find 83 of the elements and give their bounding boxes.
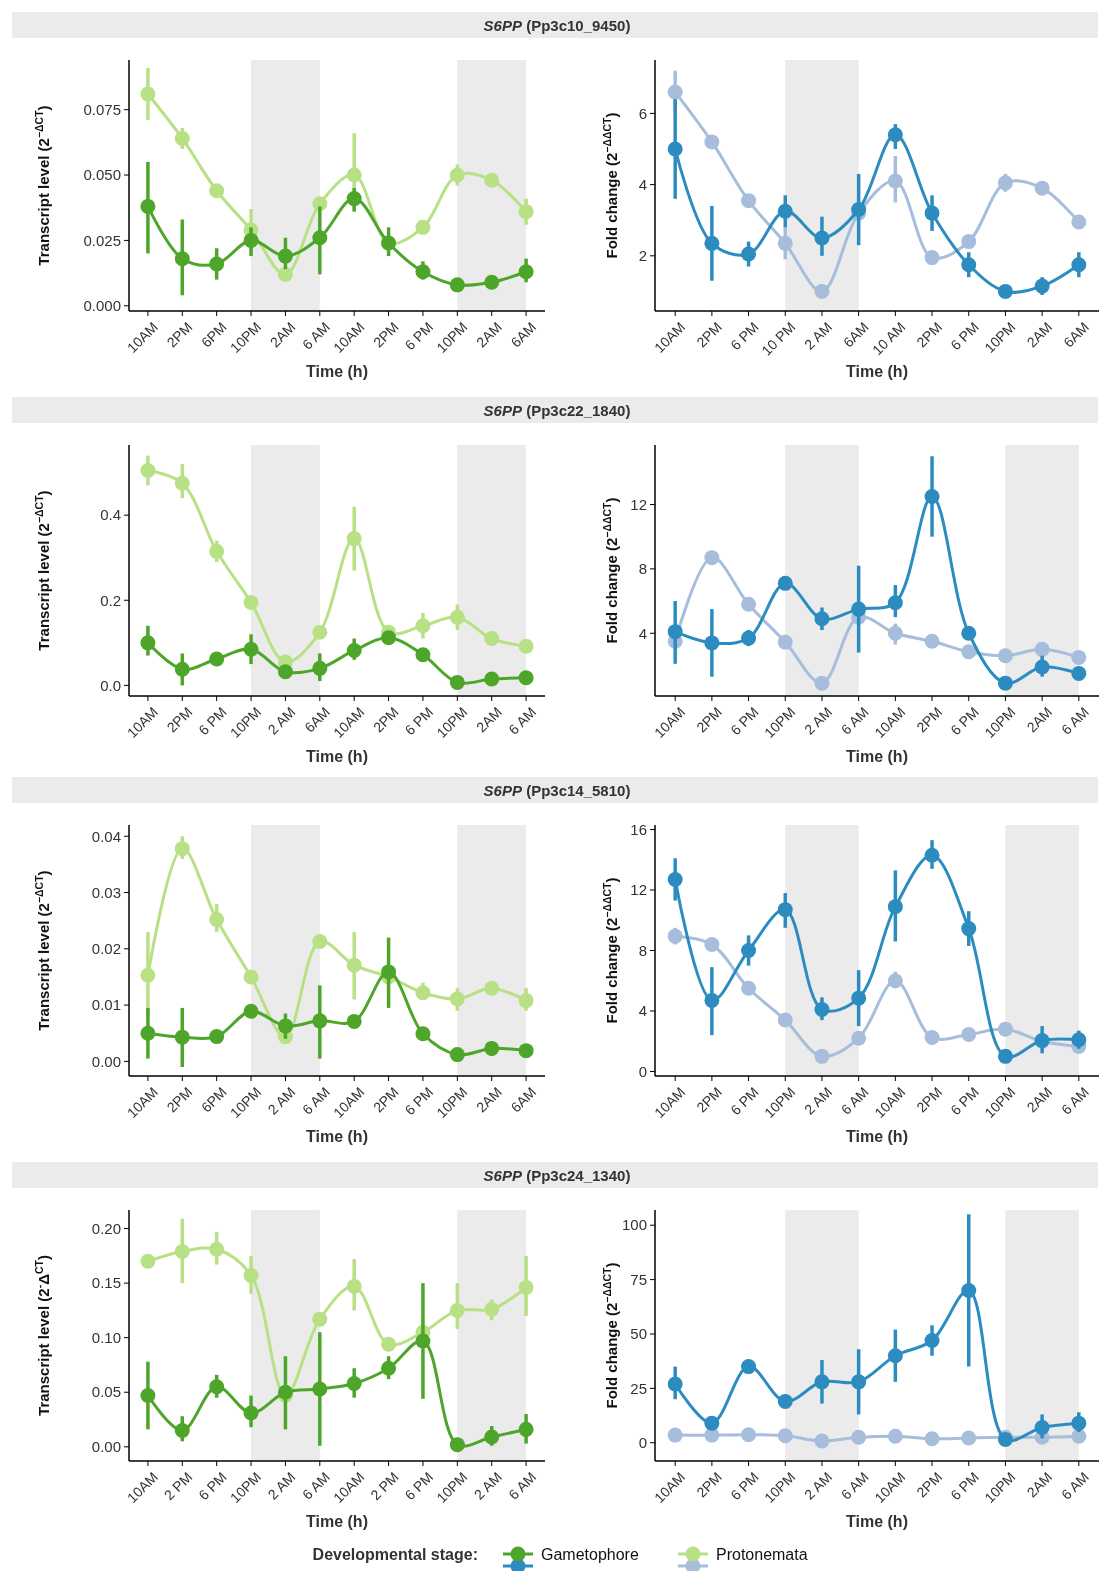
x-tick-label: 2 PM [367,1468,402,1504]
y-tick-label: 2 [638,247,647,265]
y-tick-label: 4 [638,624,647,642]
x-tick-label: 2 AM [264,1083,299,1118]
y-tick-label: 16 [630,820,647,838]
chart-title: S6PP (Pp3c24_1340) [483,1167,631,1184]
y-tick-label: 50 [630,1325,647,1343]
y-tick-label: 0 [638,1062,647,1080]
y-tick-label: 0 [638,1433,647,1451]
x-tick-label: 6 PM [727,703,762,739]
x-axis-title: Time (h) [846,748,908,765]
y-tick-label: 0.15 [91,1274,121,1292]
y-tick-label: 0.01 [91,996,121,1014]
x-axis-title: Time (h) [846,363,908,380]
x-axis-title: Time (h) [846,1513,908,1530]
x-tick-label: 6 PM [947,1083,982,1119]
x-axis-title: Time (h) [846,1128,908,1145]
x-tick-label: 6 PM [401,1083,436,1119]
x-tick-label: 6 AM [505,1468,540,1503]
y-tick-label: 0.075 [83,100,121,118]
x-tick-label: 6 AM [298,318,333,353]
y-tick-label: 0.050 [83,166,121,184]
chart-title: S6PP (Pp3c14_5810) [483,782,631,799]
x-tick-label: 6 PM [727,1468,762,1504]
x-axis-title: Time (h) [306,1128,368,1145]
y-tick-label: 0.04 [91,827,121,845]
y-tick-label: 6 [638,104,647,122]
y-tick-label: 0.05 [91,1383,121,1401]
x-tick-label: 2 AM [470,1468,505,1503]
x-tick-label: 6 PM [401,318,436,354]
x-tick-label: 6 PM [195,703,230,739]
legend-label: Protonemata [716,1545,808,1563]
y-tick-label: 4 [638,1002,647,1020]
y-tick-label: 0.00 [91,1438,121,1456]
y-tick-label: 0.02 [91,940,121,958]
x-axis-title: Time (h) [306,748,368,765]
y-tick-label: 0.4 [100,506,121,524]
y-tick-label: 75 [630,1270,647,1288]
x-tick-label: 2 AM [801,1083,836,1118]
y-tick-label: 0.03 [91,883,121,901]
y-tick-label: 0.0 [100,676,121,694]
chart-title: S6PP (Pp3c10_9450) [483,17,631,34]
y-tick-label: 100 [621,1216,647,1234]
y-tick-label: 4 [638,175,647,193]
x-tick-label: 6 PM [947,318,982,354]
x-tick-label: 10 AM [869,318,909,359]
x-tick-label: 6 AM [298,1468,333,1503]
x-tick-label: 6 PM [947,703,982,739]
legend-label: Gametophore [541,1545,639,1563]
chart-title: S6PP (Pp3c22_1840) [483,402,631,419]
x-tick-label: 2 PM [160,1468,196,1504]
x-tick-label: 6 AM [1057,1468,1092,1503]
x-tick-label: 6 PM [401,703,436,739]
x-tick-label: 2 AM [801,318,836,353]
x-tick-label: 2 AM [801,703,836,738]
y-tick-label: 0.025 [83,231,121,249]
x-axis-title: Time (h) [306,363,368,380]
y-tick-label: 8 [638,941,647,959]
x-tick-label: 6 AM [837,1468,872,1503]
y-tick-label: 25 [630,1379,647,1397]
x-tick-label: 6 AM [298,1083,333,1118]
legend-title: Developmental stage: [312,1546,478,1563]
x-tick-label: 6 PM [947,1468,982,1504]
x-tick-label: 6 PM [401,1468,436,1504]
x-tick-label: 2 AM [264,703,299,738]
x-tick-label: 6 AM [505,703,540,738]
x-tick-label: 6 AM [1057,703,1092,738]
y-tick-label: 0.000 [83,297,121,315]
y-tick-label: 8 [638,560,647,578]
y-tick-label: 0.10 [91,1328,121,1346]
y-tick-label: 0.00 [91,1052,121,1070]
x-tick-label: 6 PM [727,1083,762,1119]
x-tick-label: 6 AM [1057,1083,1092,1118]
y-tick-label: 0.2 [100,591,121,609]
y-tick-label: 12 [630,881,647,899]
x-axis-title: Time (h) [306,1513,368,1530]
y-tick-label: 12 [630,495,647,513]
x-tick-label: 6 AM [837,703,872,738]
x-tick-label: 6 AM [837,1083,872,1118]
x-tick-label: 6 PM [195,1468,230,1504]
y-tick-label: 0.20 [91,1219,121,1237]
x-tick-label: 2 AM [264,1468,299,1503]
x-tick-label: 2 AM [801,1468,836,1503]
